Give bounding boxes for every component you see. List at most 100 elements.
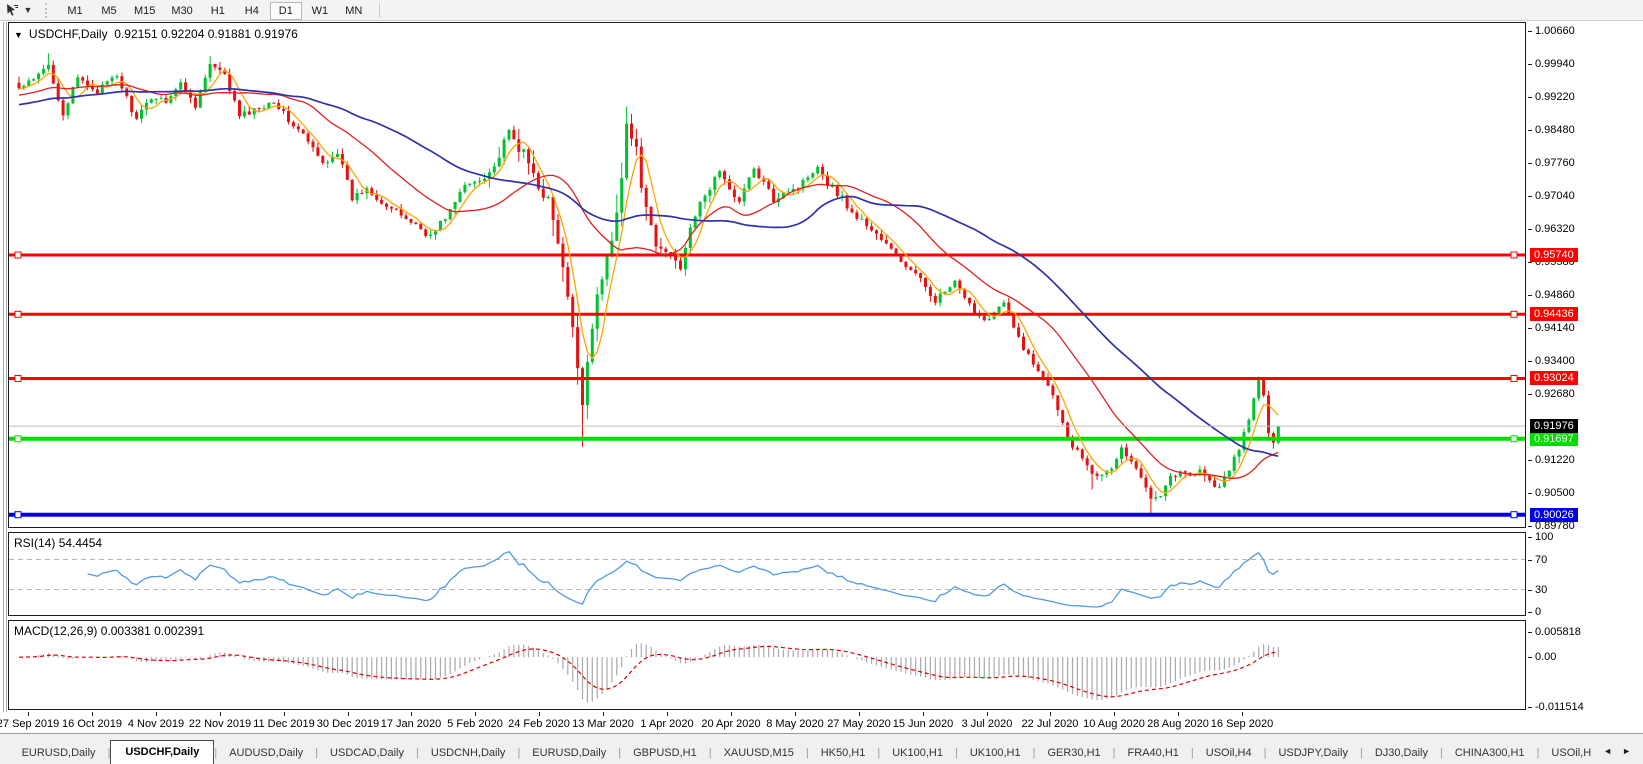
window-frame-line: [6, 22, 7, 712]
time-tick-mark: [1114, 712, 1115, 716]
date-tick-label: 28 Aug 2020: [1147, 718, 1209, 730]
symbol-tab-fra40-h1[interactable]: FRA40,H1: [1127, 747, 1179, 759]
symbol-tab-xauusd-m15[interactable]: XAUUSD,M15: [723, 747, 794, 759]
timeframe-button-mn[interactable]: MN: [345, 4, 363, 17]
price-tick-mark: [1528, 394, 1532, 395]
tab-divider: |: [517, 747, 521, 759]
price-tick-mark: [1528, 328, 1532, 329]
date-tick-label: 10 Aug 2020: [1083, 718, 1145, 730]
tab-divider: |: [1190, 747, 1194, 759]
price-level-label[interactable]: 0.94436: [1530, 307, 1578, 321]
price-level-label[interactable]: 0.95740: [1530, 248, 1578, 262]
date-tick-label: 13 Mar 2020: [572, 718, 634, 730]
time-tick-mark: [220, 712, 221, 716]
tab-divider: |: [1359, 747, 1363, 759]
price-level-label[interactable]: 0.91697: [1530, 432, 1578, 446]
symbol-tab-usoil-h4[interactable]: USOil,H4: [1205, 747, 1252, 759]
time-tick-mark: [987, 712, 988, 716]
toolbar-separator: [378, 2, 380, 18]
rsi-name: RSI(14): [14, 536, 56, 550]
timeframe-button-m15[interactable]: M15: [134, 4, 156, 17]
cursor-tool-icon[interactable]: [3, 2, 21, 19]
price-level-label[interactable]: 0.93024: [1530, 371, 1578, 385]
date-tick-label: 5 Feb 2020: [447, 718, 503, 730]
time-tick-mark: [731, 712, 732, 716]
symbol-tab-eurusd-daily[interactable]: EURUSD,Daily: [21, 747, 96, 759]
tab-scroll-left-icon[interactable]: ◄: [1603, 746, 1613, 756]
price-tick-mark: [1528, 196, 1532, 197]
time-axis[interactable]: 27 Sep 2019 16 Oct 2019 4 Nov 2019 22 Nov 2…: [0, 712, 1528, 733]
tab-divider: |: [708, 747, 712, 759]
timeframe-button-d1[interactable]: D1: [269, 1, 302, 20]
main-chart-canvas[interactable]: [8, 22, 1526, 528]
symbol-tab-ger30-h1[interactable]: GER30,H1: [1047, 747, 1101, 759]
time-tick-mark: [1050, 712, 1051, 716]
time-tick-mark: [92, 712, 93, 716]
tab-scroll-right-icon[interactable]: ►: [1622, 746, 1631, 756]
symbol-tab-gbpusd-h1[interactable]: GBPUSD,H1: [633, 747, 697, 759]
timeframe-button-m5[interactable]: M5: [101, 4, 117, 17]
tab-divider: |: [618, 747, 622, 759]
rsi-indicator-canvas[interactable]: [8, 532, 1526, 616]
price-tick-label: 0.96320: [1535, 223, 1575, 235]
price-level-label[interactable]: 0.90026: [1530, 508, 1578, 522]
chart-ohlc-label: ▼ USDCHF,Daily 0.92151 0.92204 0.91881 0.…: [14, 27, 298, 41]
price-tick-mark: [1528, 361, 1532, 362]
date-tick-label: 15 Jun 2020: [892, 718, 954, 730]
symbol-tab-uk100-h1[interactable]: UK100,H1: [969, 747, 1021, 759]
timeframe-button-h1[interactable]: H1: [210, 4, 225, 17]
symbol-tab-dj30-daily[interactable]: DJ30,Daily: [1374, 747, 1428, 759]
top-toolbar: ▼ M1 M5 M15 M30 H1 H4 D1 W1 MN: [0, 0, 1643, 21]
date-tick-label: 17 Jan 2020: [380, 718, 442, 730]
rsi-value: 54.4454: [58, 536, 103, 550]
symbol-tab-usdcad-daily[interactable]: USDCAD,Daily: [330, 747, 405, 759]
date-tick-label: 24 Feb 2020: [508, 718, 570, 730]
symbol-tab-china300-h1[interactable]: CHINA300,H1: [1454, 747, 1525, 759]
symbol-tab-hk50-h1[interactable]: HK50,H1: [820, 747, 866, 759]
timeframe-button-m30[interactable]: M30: [171, 4, 193, 17]
current-price-label: 0.91976: [1530, 419, 1578, 433]
rsi-tick-label: 100: [1535, 531, 1554, 543]
price-tick-label: 0.94860: [1535, 289, 1575, 301]
symbol-tab-eurusd-daily[interactable]: EURUSD,Daily: [532, 747, 607, 759]
price-tick-label: 0.91220: [1535, 454, 1575, 466]
symbol-tab-uk100-h1[interactable]: UK100,H1: [892, 747, 943, 759]
symbol-tab-usdchf-daily[interactable]: USDCHF,Daily: [110, 740, 215, 764]
toolbar-drag-handle[interactable]: [45, 2, 52, 18]
symbol-tab-usdcnh-daily[interactable]: USDCNH,Daily: [430, 747, 506, 759]
date-tick-label: 27 May 2020: [827, 718, 891, 730]
price-tick-label: 0.93400: [1535, 355, 1575, 367]
timeframe-button-h4[interactable]: H4: [244, 4, 259, 17]
date-tick-label: 3 Jul 2020: [961, 718, 1013, 730]
timeframe-button-w1[interactable]: W1: [311, 4, 329, 17]
price-tick-mark: [1528, 295, 1532, 296]
time-tick-mark: [539, 712, 540, 716]
macd-values: 0.003381 0.002391: [100, 624, 205, 638]
date-tick-label: 16 Sep 2020: [1210, 718, 1274, 730]
window-frame-line: [3, 22, 4, 712]
chart-symbol-label: USDCHF,Daily: [28, 27, 108, 41]
timeframe-button-m1[interactable]: M1: [67, 4, 83, 17]
symbol-tab-audusd-daily[interactable]: AUDUSD,Daily: [229, 747, 304, 759]
symbol-tab-bar: EURUSD,Daily | USDCHF,Daily | AUDUSD,Daily | U…: [0, 733, 1643, 764]
price-tick-mark: [1528, 526, 1532, 527]
price-tick-mark: [1528, 31, 1532, 32]
chart-collapse-icon[interactable]: ▼: [14, 30, 23, 40]
macd-indicator-canvas[interactable]: [8, 620, 1526, 710]
symbol-tab-usoil-h[interactable]: USOil,H: [1551, 747, 1592, 759]
price-tick-mark: [1528, 163, 1532, 164]
tab-divider: |: [1112, 747, 1116, 759]
macd-tick-label: 0.00: [1535, 651, 1557, 663]
price-tick-mark: [1528, 97, 1532, 98]
tab-scroll-buttons: ◄ ►: [1603, 746, 1639, 764]
time-tick-mark: [411, 712, 412, 716]
macd-tick-mark: [1528, 632, 1532, 633]
tab-divider: |: [1536, 747, 1540, 759]
price-tick-label: 0.97040: [1535, 190, 1575, 202]
symbol-tab-usdjpy-daily[interactable]: USDJPY,Daily: [1278, 747, 1348, 759]
price-axis[interactable]: 1.00660 0.99940 0.99220 0.98480 0.97760 0.970…: [1528, 21, 1643, 733]
tool-dropdown-caret-icon[interactable]: ▼: [23, 5, 33, 15]
price-tick-label: 0.98480: [1535, 124, 1575, 136]
time-tick-mark: [156, 712, 157, 716]
macd-label: MACD(12,26,9) 0.003381 0.002391: [14, 624, 204, 638]
